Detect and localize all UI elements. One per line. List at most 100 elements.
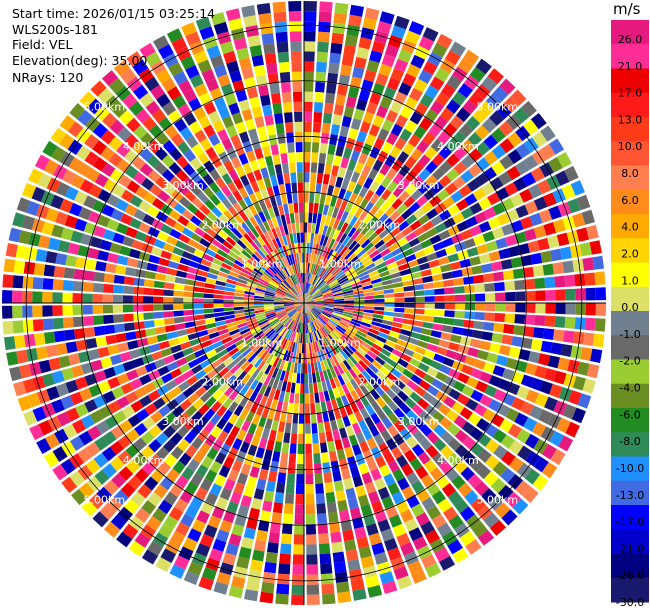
- gate-cell: [471, 522, 488, 538]
- gate-cell: [345, 425, 355, 437]
- gate-cell: [453, 498, 469, 514]
- gate-cell: [243, 195, 253, 208]
- gate-cell: [74, 190, 88, 205]
- gate-cell: [185, 481, 199, 495]
- gate-cell: [343, 309, 354, 314]
- gate-cell: [365, 367, 376, 378]
- gate-cell: [203, 524, 218, 538]
- gate-cell: [182, 386, 195, 399]
- gate-cell: [476, 418, 490, 432]
- gate-cell: [293, 285, 300, 295]
- gate-cell: [93, 325, 106, 337]
- gate-cell: [63, 329, 76, 341]
- gate-cell: [382, 344, 394, 353]
- gate-cell: [12, 275, 24, 289]
- gate-cell: [123, 313, 134, 322]
- gate-cell: [53, 330, 66, 343]
- gate-cell: [495, 303, 506, 312]
- gate-cell: [548, 138, 565, 155]
- gate-cell: [378, 228, 390, 239]
- gate-cell: [115, 264, 127, 275]
- gate-cell: [426, 227, 438, 238]
- gate-cell: [544, 368, 557, 382]
- gate-cell: [393, 312, 405, 318]
- gate-cell: [472, 187, 487, 201]
- gate-cell: [319, 142, 328, 154]
- gate-cell: [331, 32, 344, 45]
- gate-cell: [273, 441, 282, 453]
- gate-cell: [308, 284, 313, 294]
- gate-cell: [281, 533, 292, 545]
- gate-cell: [542, 263, 555, 276]
- gate-cell: [291, 584, 304, 595]
- gate-cell: [532, 131, 548, 148]
- gate-cell: [332, 310, 343, 316]
- gate-cell: [409, 265, 421, 274]
- gate-cell: [202, 35, 218, 50]
- gate-cell: [297, 283, 302, 294]
- gate-cell: [249, 256, 259, 265]
- gate-cell: [376, 561, 392, 575]
- gate-cell: [206, 211, 218, 223]
- gate-cell: [284, 297, 295, 301]
- gate-cell: [140, 445, 155, 460]
- gate-cell: [474, 480, 490, 496]
- gate-cell: [260, 350, 269, 361]
- gate-cell: [276, 289, 286, 295]
- gate-cell: [404, 308, 415, 314]
- gate-cell: [242, 162, 253, 175]
- gate-cell: [269, 196, 278, 208]
- gate-cell: [124, 133, 139, 149]
- gate-cell: [474, 293, 486, 302]
- gate-cell: [293, 321, 298, 332]
- gate-cell: [532, 474, 549, 491]
- gate-cell: [330, 124, 341, 136]
- gate-cell: [107, 400, 121, 414]
- gate-cell: [343, 295, 355, 299]
- gate-cell: [426, 385, 440, 397]
- gate-cell: [533, 327, 545, 339]
- gate-cell: [320, 573, 334, 585]
- gate-cell: [277, 573, 290, 585]
- gate-cell: [293, 202, 299, 213]
- gate-cell: [336, 220, 345, 231]
- gate-cell: [420, 520, 435, 536]
- gate-cell: [264, 155, 274, 167]
- gate-cell: [552, 262, 565, 275]
- gate-cell: [432, 323, 444, 332]
- gate-cell: [419, 424, 433, 437]
- gate-cell: [193, 298, 204, 303]
- colorbar-tick-label: -17.0: [616, 516, 644, 529]
- gate-cell: [311, 308, 321, 316]
- gate-cell: [393, 252, 405, 262]
- gate-cell: [259, 22, 274, 35]
- gate-cell: [393, 287, 405, 293]
- gate-cell: [48, 357, 61, 371]
- gate-cell: [257, 348, 266, 358]
- gate-cell: [538, 209, 553, 223]
- gate-cell: [194, 209, 206, 221]
- gate-cell: [315, 319, 322, 329]
- gate-cell: [113, 410, 127, 424]
- gate-cell: [267, 376, 276, 388]
- gate-cell: [304, 303, 312, 311]
- gate-cell: [300, 293, 304, 303]
- gate-cell: [254, 381, 263, 393]
- gate-cell: [249, 559, 264, 572]
- gate-cell: [368, 231, 379, 242]
- gate-cell: [310, 332, 315, 343]
- gate-cell: [354, 207, 364, 219]
- gate-cell: [295, 303, 304, 309]
- gate-cell: [454, 352, 467, 363]
- gate-cell: [120, 213, 133, 226]
- gate-cell: [108, 152, 123, 167]
- gate-cell: [572, 331, 585, 345]
- gate-cell: [193, 303, 204, 309]
- gate-cell: [293, 101, 303, 112]
- gate-cell: [444, 50, 461, 66]
- gate-cell: [489, 110, 505, 127]
- gate-cell: [398, 374, 410, 385]
- gate-cell: [287, 265, 293, 276]
- gate-cell: [405, 183, 417, 196]
- gate-cell: [112, 284, 124, 294]
